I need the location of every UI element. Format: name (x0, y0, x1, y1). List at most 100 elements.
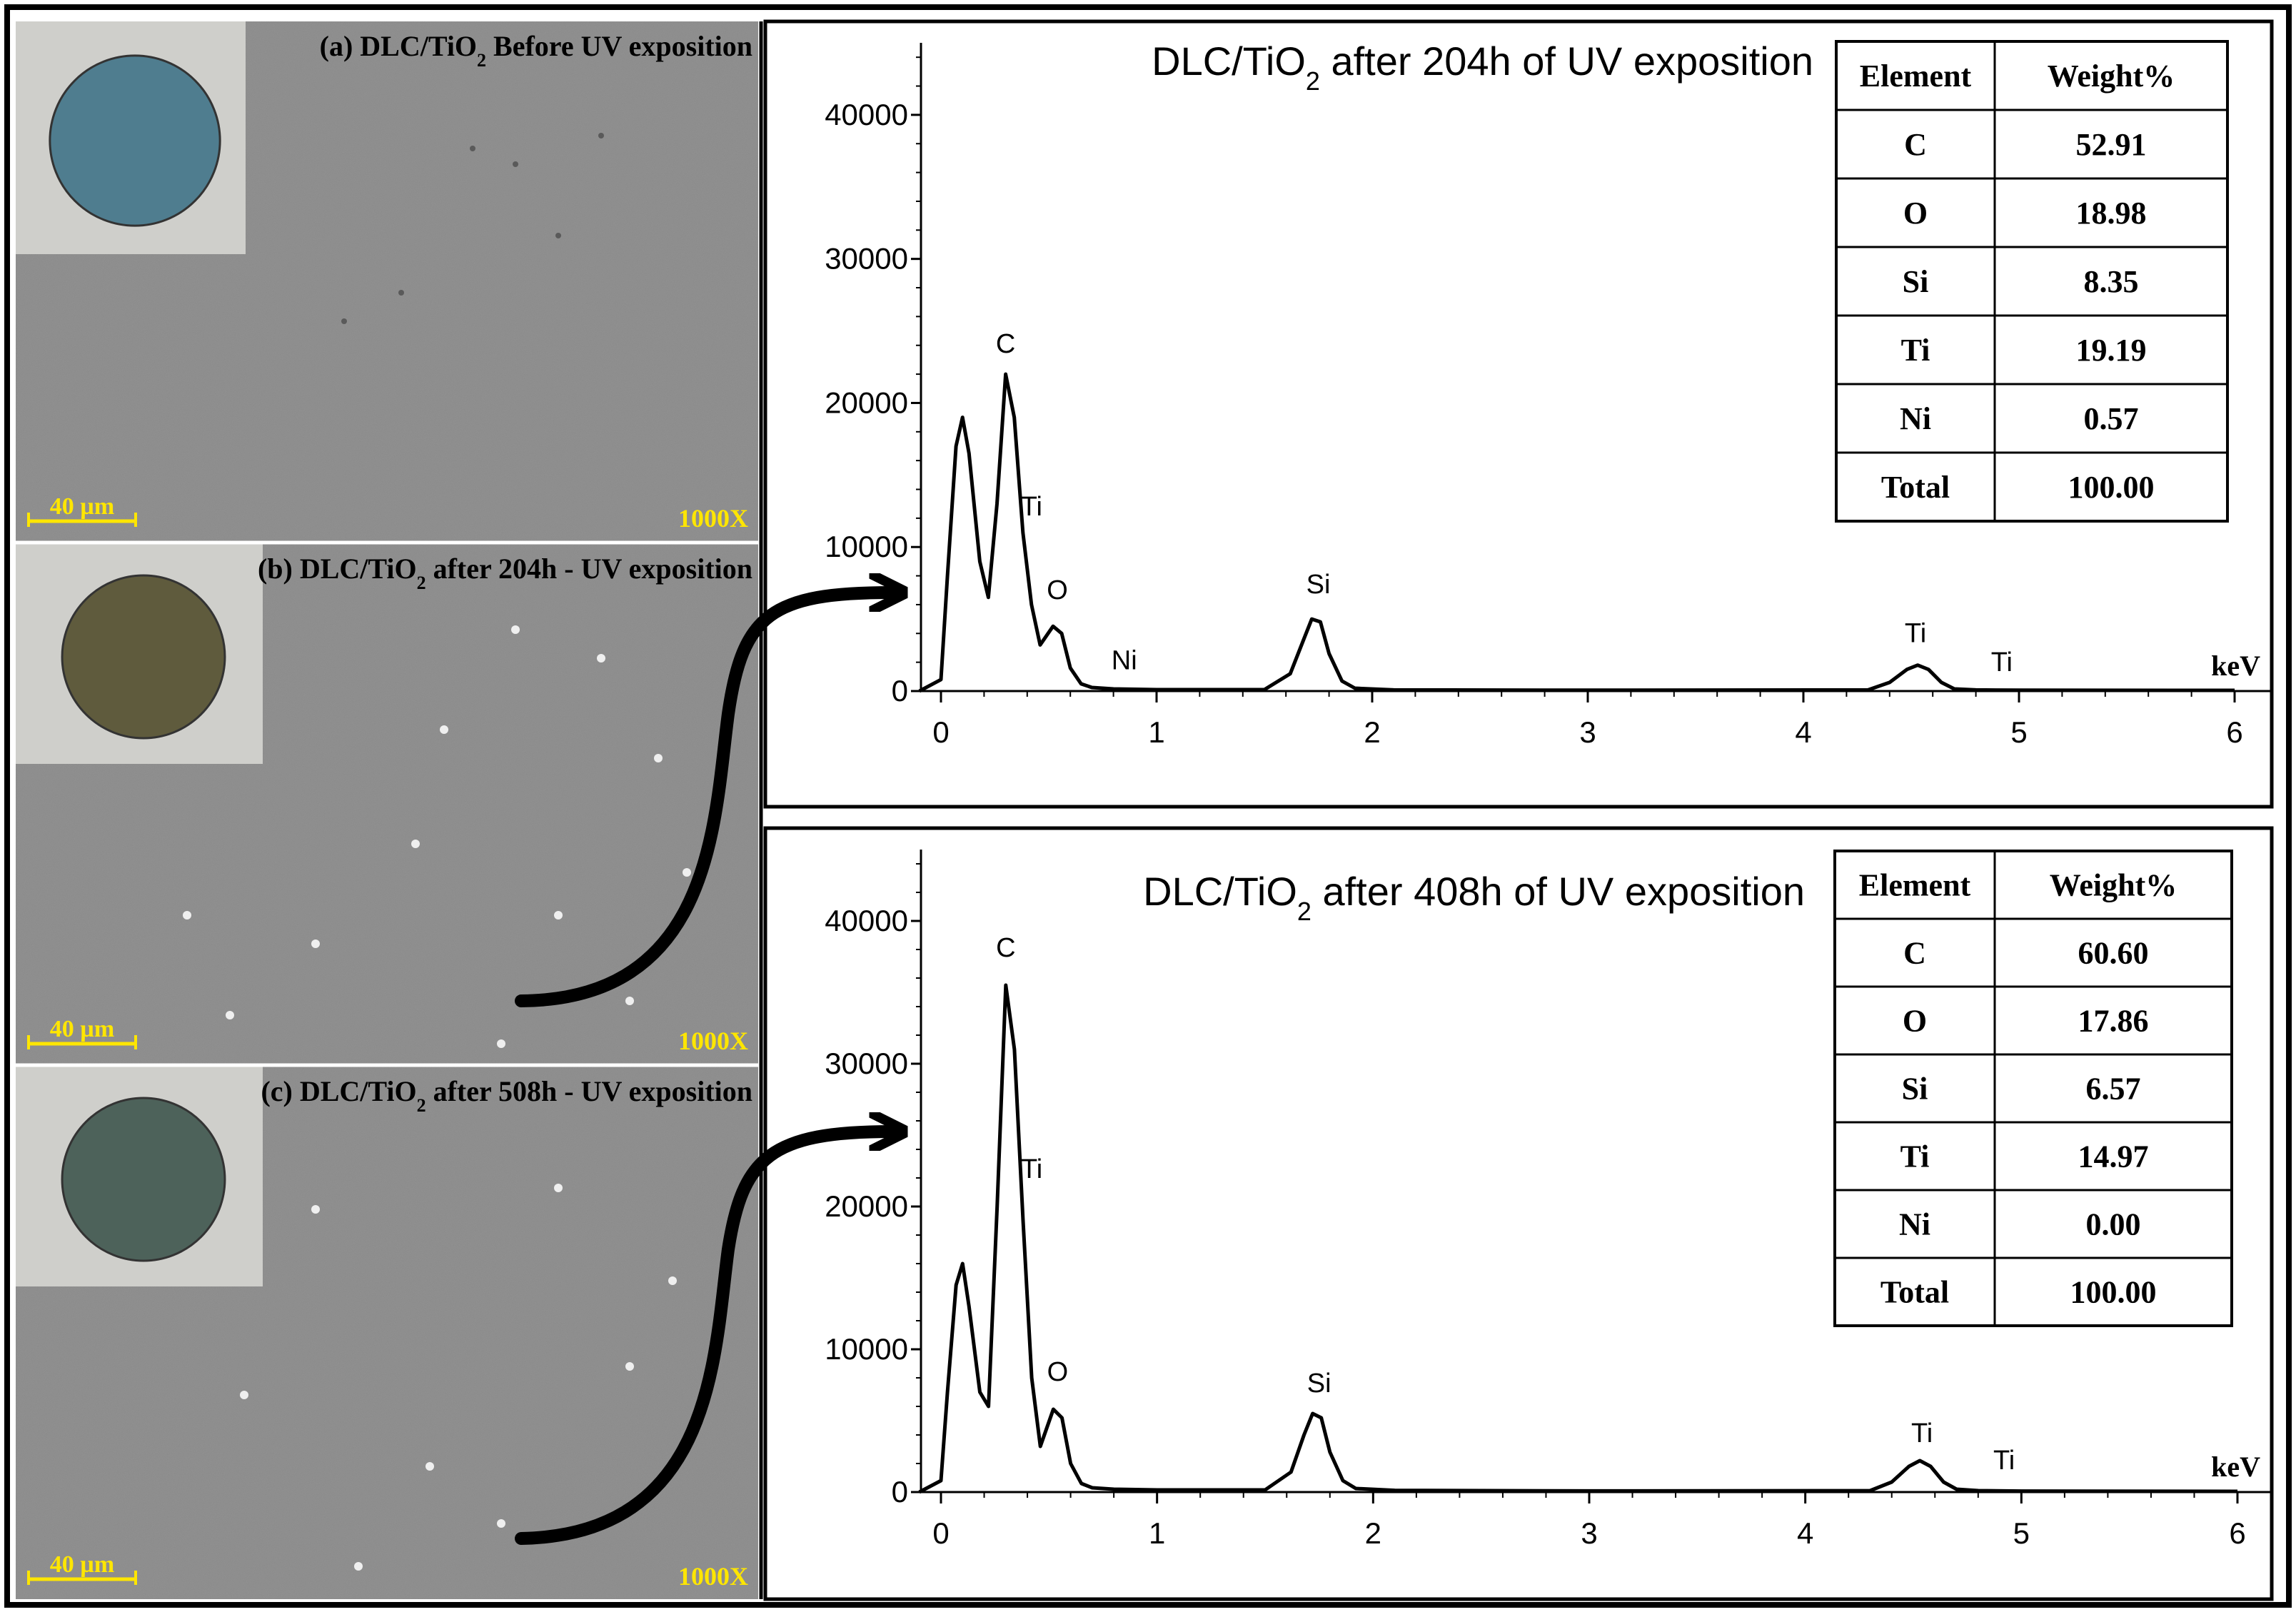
sample-disc (49, 54, 221, 227)
magnification-label: 1000X (678, 504, 748, 533)
peak-label: Ti (1911, 1419, 1933, 1449)
table-cell-weight: 100.00 (2070, 1275, 2157, 1310)
sem-particle (240, 1391, 248, 1399)
sem-particle (554, 1184, 563, 1192)
table-cell-weight: 17.86 (2078, 1004, 2149, 1039)
x-tick-label: 4 (1797, 1516, 1813, 1550)
x-tick-label: 6 (2229, 1516, 2245, 1550)
x-tick-label: 5 (2013, 1516, 2030, 1550)
table-cell-weight: 14.97 (2078, 1139, 2149, 1174)
sem-particle (470, 146, 475, 151)
sem-particle (341, 318, 347, 324)
sem-particle (311, 1205, 320, 1214)
sem-particle (183, 911, 191, 920)
sem-particle (398, 290, 404, 296)
peak-label: Ti (1905, 618, 1926, 648)
y-tick-label: 30000 (825, 242, 908, 276)
peak-label: O (1047, 575, 1068, 605)
table-cell-element: Ti (1900, 1139, 1930, 1174)
magnification-label: 1000X (678, 1027, 748, 1055)
table-cell-element: Total (1880, 1275, 1949, 1310)
x-axis-label: keV (2211, 1451, 2260, 1483)
x-tick-label: 3 (1579, 715, 1596, 749)
y-tick-label: 10000 (825, 530, 908, 563)
x-tick-label: 1 (1148, 715, 1164, 749)
spectrum-title: DLC/TiO2 after 408h of UV exposition (1143, 869, 1805, 926)
peak-label: Ti (1021, 492, 1042, 522)
y-tick-label: 30000 (825, 1047, 908, 1080)
y-tick-label: 40000 (825, 904, 908, 937)
sem-particle (426, 1462, 434, 1471)
y-tick-label: 0 (892, 1475, 908, 1508)
table-cell-weight: 0.57 (2084, 401, 2139, 436)
x-axis-label: keV (2211, 650, 2260, 682)
sem-particle (668, 1276, 677, 1285)
table-border (1835, 40, 2229, 523)
sem-particle (513, 161, 518, 167)
sem-particle (597, 654, 605, 663)
table-header: Weight% (2050, 868, 2177, 903)
micrograph-caption: (b) DLC/TiO2 after 204h - UV exposition (258, 553, 752, 593)
table-cell-element: Si (1902, 1072, 1928, 1107)
scale-bar-label: 40 µm (50, 1016, 114, 1042)
x-tick-label: 5 (2010, 715, 2027, 749)
table-cell-element: C (1904, 127, 1927, 162)
table-cell-element: C (1903, 936, 1926, 971)
table-cell-element: O (1903, 1004, 1927, 1039)
sem-particle (440, 725, 448, 734)
arrow-to-top-spectrum (515, 593, 892, 1007)
peak-label: C (996, 933, 1015, 963)
y-tick-label: 20000 (825, 386, 908, 419)
micrograph-a: (a) DLC/TiO2 Before UV exposition 40 µm 10… (16, 21, 758, 541)
peak-label: O (1047, 1357, 1069, 1387)
spectrum-title: DLC/TiO2 after 204h of UV exposition (1152, 39, 1813, 96)
sem-particle (497, 1039, 505, 1048)
micrograph-c: (c) DLC/TiO2 after 508h - UV exposition 4… (16, 1067, 758, 1599)
x-tick-label: 3 (1581, 1516, 1597, 1550)
table-cell-weight: 6.57 (2086, 1072, 2141, 1107)
peak-label: Ti (1991, 648, 2013, 677)
sem-particle (554, 911, 563, 920)
table-cell-element: Total (1881, 470, 1950, 505)
y-tick-label: 20000 (825, 1189, 908, 1223)
sem-particle (625, 997, 634, 1005)
table-cell-element: Ni (1899, 1207, 1930, 1242)
sem-particle (497, 1519, 505, 1528)
peak-label: Ti (1021, 1154, 1042, 1184)
sem-particle (625, 1362, 634, 1371)
eds-spectrum-408h: 0 10000 20000 30000 40000 0 1 2 3 4 5 6 keV C Ti O Si Ti T… (825, 850, 2270, 1550)
scale-bar-label: 40 µm (50, 493, 114, 520)
peak-label: C (996, 329, 1015, 359)
micrograph-caption: (c) DLC/TiO2 after 508h - UV exposition (261, 1075, 752, 1116)
sem-particle (226, 1011, 234, 1019)
sem-particle (555, 233, 561, 238)
micrograph-caption: (a) DLC/TiO2 Before UV exposition (320, 30, 752, 71)
x-tick-label: 6 (2226, 715, 2242, 749)
spectrum-line (918, 372, 2235, 693)
composition-table: Element Weight% C 52.91 O 18.98 Si 8.35 Ti 19.19 N… (1835, 40, 2229, 523)
x-tick-label: 2 (1364, 715, 1380, 749)
sem-particle (411, 840, 420, 848)
table-cell-element: Ni (1900, 401, 1931, 436)
table-cell-weight: 18.98 (2076, 196, 2147, 231)
y-tick-label: 0 (892, 674, 908, 707)
sample-disc (61, 574, 226, 740)
sem-particle (511, 625, 520, 634)
sem-particle (683, 868, 691, 877)
table-cell-element: O (1903, 196, 1928, 231)
peak-label: Ni (1112, 646, 1137, 676)
composition-table: Element Weight% C 60.60 O 17.86 Si 6.57 Ti 14.97 N… (1833, 850, 2233, 1327)
x-tick-label: 2 (1365, 1516, 1381, 1550)
arrow-to-bottom-spectrum (515, 1132, 892, 1545)
magnification-label: 1000X (678, 1562, 748, 1591)
table-cell-weight: 60.60 (2078, 936, 2149, 971)
table-header: Element (1859, 868, 1971, 903)
x-tick-label: 4 (1795, 715, 1811, 749)
sem-particle (311, 940, 320, 948)
scale-bar-label: 40 µm (50, 1551, 114, 1578)
table-cell-weight: 52.91 (2076, 127, 2147, 162)
peak-label: Si (1307, 1369, 1331, 1399)
sem-particle (654, 754, 663, 762)
x-tick-label: 0 (932, 1516, 949, 1550)
